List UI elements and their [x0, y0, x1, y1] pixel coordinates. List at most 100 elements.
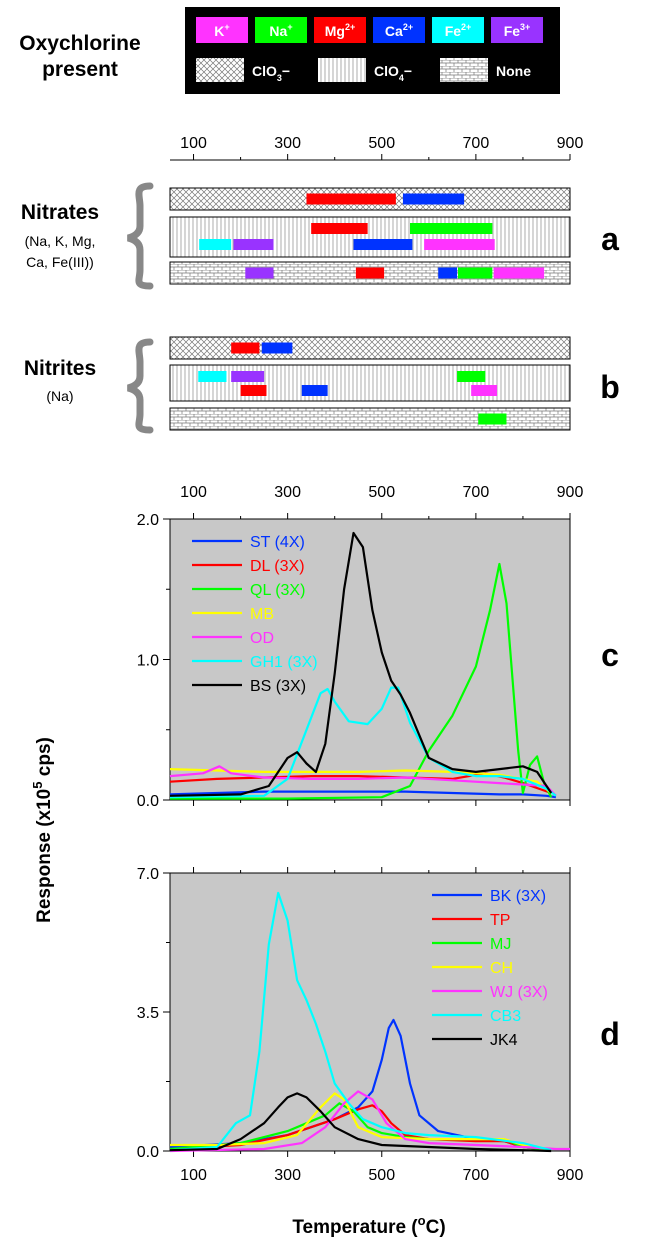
panel-d-xtick-label-bottom-500: 500 [368, 1167, 395, 1184]
panel-c-series-gh1-3x [169, 686, 557, 799]
legend-label-fe: Fe3+ [504, 22, 531, 39]
legend-label-ca: Ca2+ [385, 22, 413, 39]
panel-d-xtick-label-bottom-100: 100 [180, 1167, 207, 1184]
panel-a-brace [127, 182, 154, 290]
panel-d-legend-label-mj: MJ [490, 936, 511, 953]
panel-d-series-wj-3x [169, 1090, 570, 1153]
panel-b-row-2-vertical [169, 364, 571, 402]
panel-b-row-1-crosshatch [169, 336, 571, 360]
panel-c-legend-label-mb: MB [250, 606, 274, 623]
panel-d-letter: d [600, 1016, 620, 1052]
panel-a-bar-ca [438, 267, 458, 279]
legend-pattern-vertical [318, 58, 366, 82]
panel-a-row-2-vertical [169, 216, 571, 258]
legend-label-k: K+ [214, 22, 229, 39]
panel-c-legend-label-od: OD [250, 630, 274, 647]
legend-swatch-fe-3plus [491, 17, 543, 43]
panel-b-row-3-brick [169, 407, 571, 431]
oxychlorine-legend-box: K+ Na+ Mg2+ Ca2+ Fe2+ Fe3+ ClO3− ClO4− None [185, 7, 560, 94]
panel-d-legend-label-bk-3x: BK (3X) [490, 888, 546, 905]
panel-a-bar-mg [311, 223, 368, 234]
legend-label-na: Na+ [269, 22, 292, 39]
panel-b-bar-fe3 [231, 371, 265, 382]
panel-d-legend-label-tp: TP [490, 912, 510, 929]
panel-a-bar-na [410, 223, 493, 234]
panel-a-subtitle-line2: Ca, Fe(III)) [26, 254, 94, 270]
panel-c-xtick-label-top-900: 900 [557, 484, 584, 501]
panel-c-xtick-label-top-500: 500 [368, 484, 395, 501]
panel-b-bar-fe2 [198, 371, 227, 382]
panel-c-legend-label-st-4x: ST (4X) [250, 534, 305, 551]
panel-c-series-od [169, 765, 557, 797]
panel-c-ytick-label-0.0: 0.0 [137, 793, 159, 810]
top-axis-ab-tick-label-300: 300 [274, 135, 301, 152]
panel-c-xtick-label-top-300: 300 [274, 484, 301, 501]
legend-oxy-label-vertical: ClO4− [374, 63, 412, 83]
panel-d-series-cb3 [169, 891, 552, 1152]
panel-a-bar-na [458, 267, 493, 279]
panel-c-xtick-label-top-700: 700 [463, 484, 490, 501]
panel-d-xtick-label-bottom-900: 900 [557, 1167, 584, 1184]
panel-a-letter: a [601, 221, 619, 257]
panel-d-ytick-label-3.5: 3.5 [137, 1005, 159, 1022]
panel-a-bar-mg [355, 267, 385, 279]
panel-d-xtick-label-bottom-700: 700 [463, 1167, 490, 1184]
legend-label-fe: Fe2+ [445, 22, 472, 39]
panel-c-ytick-label-2.0: 2.0 [137, 512, 159, 529]
legend-oxy-label-brick: None [496, 63, 531, 79]
top-axis-ab-tick-label-100: 100 [180, 135, 207, 152]
panel-d-legend-label-cb3: CB3 [490, 1008, 521, 1025]
panel-d-xtick-label-bottom-300: 300 [274, 1167, 301, 1184]
panel-b-bar-mg [240, 385, 267, 396]
legend-swatch-fe-2plus [432, 17, 484, 43]
panel-a-bar-k [493, 267, 545, 279]
panel-c-legend-label-bs-3x: BS (3X) [250, 678, 306, 695]
legend-oxy-label-crosshatch: ClO3− [252, 63, 290, 83]
panel-b-bar-ca [261, 342, 293, 354]
y-axis-title: Response (x105 cps) [30, 737, 55, 923]
panel-b-bar-na [478, 413, 507, 425]
panel-b-letter: b [600, 369, 620, 405]
panel-d-legend-label-ch: CH [490, 960, 513, 977]
panel-c-series-bs-3x [169, 531, 553, 797]
legend-swatch-na-plus [255, 17, 307, 43]
panel-b-bar-k [471, 385, 498, 396]
panel-c-legend-label-gh1-3x: GH1 (3X) [250, 654, 318, 671]
panel-d-legend-label-jk4: JK4 [490, 1032, 518, 1049]
panel-d-ytick-label-0.0: 0.0 [137, 1144, 159, 1161]
panel-a-bar-k [424, 239, 495, 250]
panel-d-plot-area [169, 872, 571, 1152]
legend-swatch-k-plus [196, 17, 248, 43]
legend-pattern-brick [440, 58, 488, 82]
panel-a-bar-ca [353, 239, 413, 250]
panel-c-xtick-label-top-100: 100 [180, 484, 207, 501]
panel-c-letter: c [601, 637, 619, 673]
panel-c-legend-label-dl-3x: DL (3X) [250, 558, 305, 575]
top-axis-ab-tick-label-700: 700 [463, 135, 490, 152]
panel-c-legend-label-ql-3x: QL (3X) [250, 582, 305, 599]
panel-d-legend-label-wj-3x: WJ (3X) [490, 984, 548, 1001]
panel-d-ytick-label-7.0: 7.0 [137, 866, 159, 883]
panel-a-subtitle-line1: (Na, K, Mg, [25, 233, 96, 249]
panel-a-title: Nitrates [21, 201, 99, 224]
legend-pattern-crosshatch [196, 58, 244, 82]
legend-swatch-mg-2plus [314, 17, 366, 43]
panel-b-brace [127, 338, 154, 434]
panel-a-bar-fe3 [233, 239, 274, 250]
panel-b-bar-mg [231, 342, 260, 354]
panel-d-series-jk4 [169, 1092, 552, 1153]
panel-b-subtitle-line1: (Na) [46, 388, 73, 404]
panel-a-bar-fe3 [245, 267, 274, 279]
panel-a-bar-mg [306, 193, 396, 205]
legend-swatch-ca-2plus [373, 17, 425, 43]
panel-c-series-ql-3x [170, 562, 553, 800]
panel-b-title: Nitrites [24, 357, 96, 380]
legend-label-mg: Mg2+ [325, 22, 355, 39]
panel-a-bar-ca [402, 193, 465, 205]
x-axis-title: Temperature (oC) [292, 1213, 445, 1238]
top-axis-ab-tick-label-900: 900 [557, 135, 584, 152]
panel-c-ytick-label-1.0: 1.0 [137, 653, 159, 670]
panel-a-bar-fe2 [199, 239, 232, 250]
top-axis-ab-tick-label-500: 500 [368, 135, 395, 152]
